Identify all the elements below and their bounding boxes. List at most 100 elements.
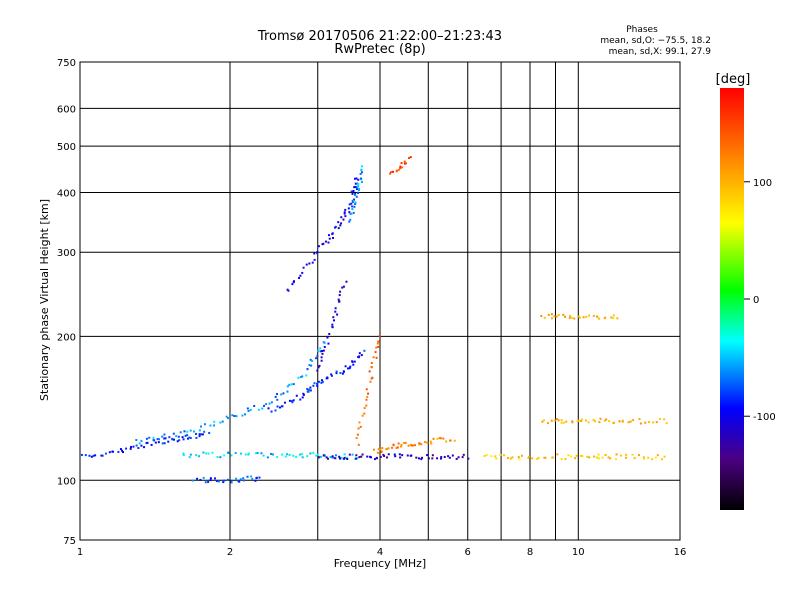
echo-point (182, 438, 185, 441)
echo-point (135, 438, 138, 441)
echo-point (550, 313, 553, 316)
echo-point (503, 454, 506, 457)
echo-point (564, 315, 567, 318)
echo-point (396, 446, 399, 449)
echo-point (322, 454, 325, 457)
echo-point (353, 360, 356, 363)
echo-point (209, 424, 212, 427)
echo-point (354, 185, 357, 188)
echo-point (344, 208, 347, 211)
echo-point (345, 456, 348, 459)
echo-point (312, 384, 315, 387)
echo-point (431, 457, 434, 460)
echo-point (584, 419, 587, 422)
echo-point (588, 456, 591, 459)
echo-point (331, 323, 334, 326)
echo-point (354, 201, 357, 204)
echo-point (318, 380, 321, 383)
echo-point (203, 430, 206, 433)
echo-point (436, 457, 439, 460)
echo-point (328, 237, 331, 240)
echo-point (365, 398, 368, 401)
echo-point (209, 477, 212, 480)
echo-point (253, 404, 256, 407)
echo-point (251, 478, 254, 481)
echo-point (440, 456, 443, 459)
echo-point (150, 443, 153, 446)
echo-point (308, 364, 311, 367)
echo-point (495, 457, 498, 460)
echo-point (453, 439, 456, 442)
echo-point (288, 399, 291, 402)
echo-point (171, 438, 174, 441)
echo-point (152, 436, 155, 439)
echo-point (195, 436, 198, 439)
echo-point (518, 458, 521, 461)
echo-point (352, 199, 355, 202)
echo-point (565, 420, 568, 423)
echo-point (339, 290, 342, 293)
echo-point (268, 402, 271, 405)
echo-point (164, 437, 167, 440)
echo-point (354, 193, 357, 196)
echo-point (201, 433, 204, 436)
echo-point (334, 454, 337, 457)
echo-point (320, 379, 323, 382)
echo-point (358, 456, 361, 459)
echo-point (343, 456, 346, 459)
echo-point (209, 479, 212, 482)
echo-point (427, 457, 430, 460)
echo-point (213, 477, 216, 480)
echo-point (562, 421, 565, 424)
echo-point (354, 177, 357, 180)
echo-point (609, 457, 612, 460)
echo-point (407, 444, 410, 447)
echo-point (607, 456, 610, 459)
echo-point (347, 367, 350, 370)
echo-point (241, 414, 244, 417)
echo-point (197, 455, 200, 458)
echo-point (313, 252, 316, 255)
echo-point (342, 285, 345, 288)
echo-point (637, 454, 640, 457)
echo-point (270, 452, 273, 455)
echo-point (219, 421, 222, 424)
echo-point (223, 454, 226, 457)
echo-point (295, 455, 298, 458)
echo-point (573, 317, 576, 320)
echo-point (231, 414, 234, 417)
echo-point (112, 450, 115, 453)
echo-point (306, 388, 309, 391)
echo-point (291, 401, 294, 404)
echo-point (320, 359, 323, 362)
echo-point (586, 455, 589, 458)
echo-point (84, 454, 87, 457)
echo-point (332, 236, 335, 239)
x-tick-label: 6 (465, 547, 471, 558)
echo-point (339, 224, 342, 227)
echo-point (208, 431, 211, 434)
echo-point (129, 446, 132, 449)
echo-point (179, 431, 182, 434)
echo-point (358, 187, 361, 190)
echo-point (117, 450, 120, 453)
echo-point (161, 435, 164, 438)
echo-point (163, 442, 166, 445)
echo-point (426, 441, 429, 444)
x-tick-label: 4 (377, 547, 383, 558)
echo-point (360, 455, 363, 458)
echo-point (351, 208, 354, 211)
echo-point (121, 449, 124, 452)
x-tick-label: 1 (77, 547, 83, 558)
echo-point (397, 168, 400, 171)
echo-point (349, 218, 352, 221)
colorbar (720, 88, 744, 510)
echo-point (316, 382, 319, 385)
echo-point (182, 452, 185, 455)
echo-point (359, 173, 362, 176)
x-tick-label: 16 (674, 547, 687, 558)
echo-point (199, 478, 202, 481)
echo-point (571, 420, 574, 423)
echo-point (347, 207, 350, 210)
